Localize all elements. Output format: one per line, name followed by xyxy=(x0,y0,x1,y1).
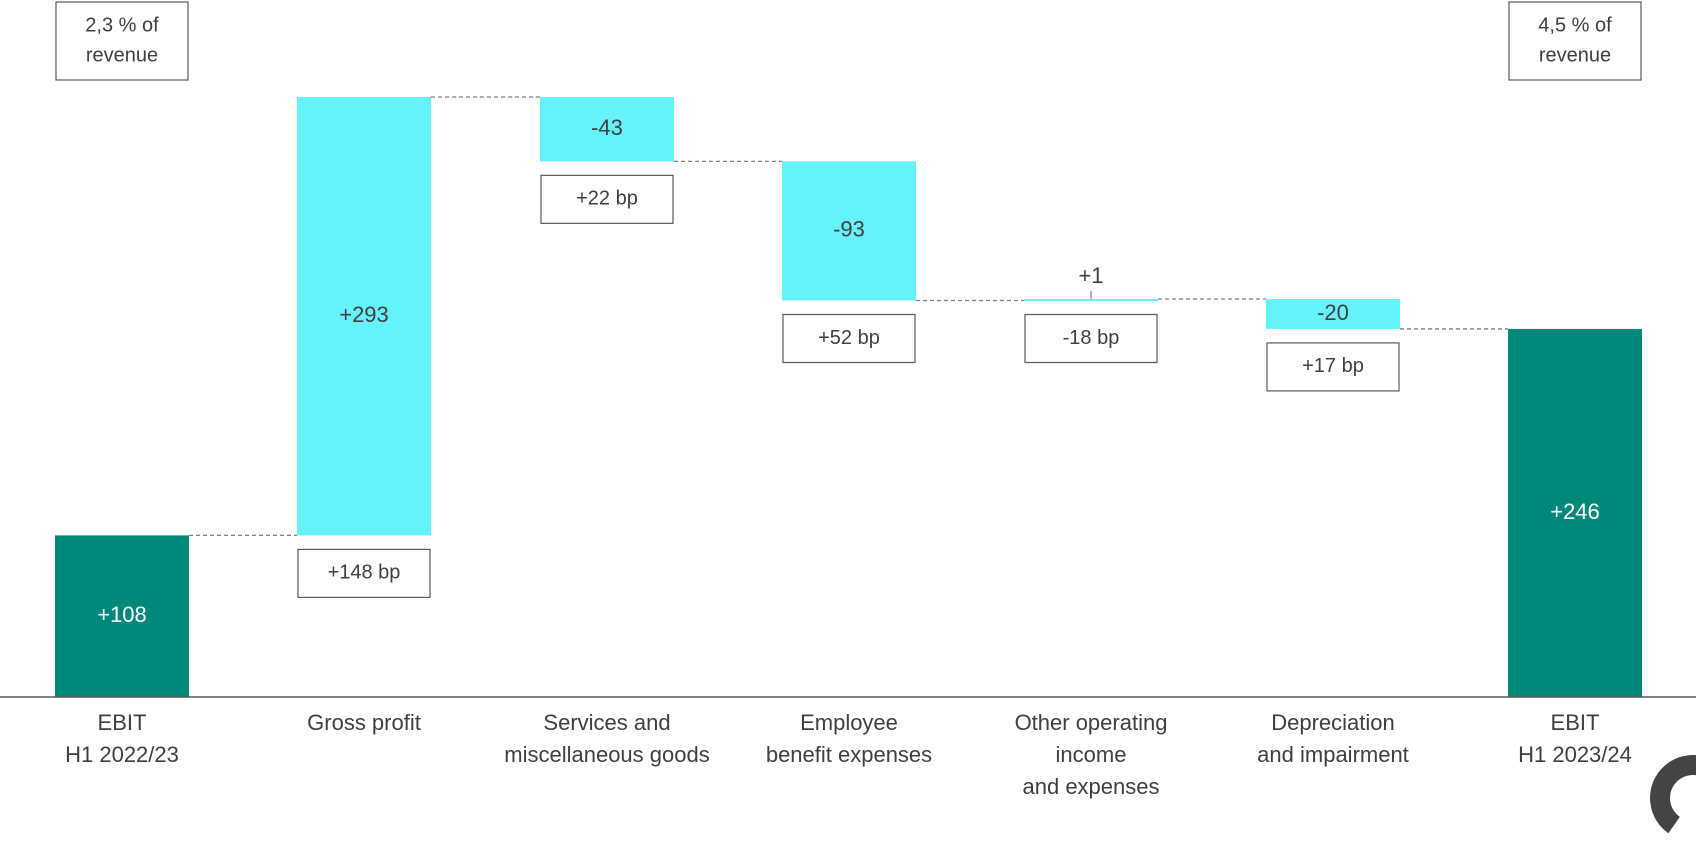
delta-bar xyxy=(297,97,431,536)
waterfall-chart: +108 +293 +148 bp -43 +22 bp -93 +52 bp +1 -18 b… xyxy=(0,1,1696,799)
category-label: Gross profit xyxy=(307,710,421,735)
total-bar xyxy=(1508,328,1642,697)
bp-label: +52 bp xyxy=(818,327,880,349)
category-label: and impairment xyxy=(1257,742,1409,767)
bp-box xyxy=(297,548,431,599)
bp-label: +148 bp xyxy=(328,562,401,584)
margin-box-end xyxy=(1508,1,1642,81)
bar-value-label: -93 xyxy=(833,217,865,242)
bar-value-label: +108 xyxy=(97,602,147,627)
bp-box xyxy=(1266,342,1400,392)
chart-svg: +108 +293 +148 bp -43 +22 bp -93 +52 bp +1 -18 b… xyxy=(0,1,1696,799)
delta-bar xyxy=(1024,298,1158,301)
category-label: benefit expenses xyxy=(766,742,932,767)
category-label: income xyxy=(1056,742,1127,767)
total-bar xyxy=(55,535,189,697)
category-label: EBIT xyxy=(1551,710,1600,735)
margin-box-text: 2,3 % of xyxy=(85,14,159,36)
margin-box-text: revenue xyxy=(86,44,158,66)
category-label: Depreciation xyxy=(1271,710,1395,735)
margin-box-text: revenue xyxy=(1539,44,1611,66)
bp-label: -18 bp xyxy=(1063,327,1120,349)
delta-bar xyxy=(782,161,916,301)
category-label: Other operating xyxy=(1015,710,1168,735)
bar-value-label: +1 xyxy=(1078,263,1103,288)
category-label: H1 2022/23 xyxy=(65,742,179,767)
bp-box xyxy=(782,313,916,364)
bar-value-label: -43 xyxy=(591,115,623,140)
bp-label: +22 bp xyxy=(576,188,638,210)
margin-box-start xyxy=(55,1,189,81)
category-label: H1 2023/24 xyxy=(1518,742,1632,767)
delta-bar xyxy=(540,97,674,162)
bp-label: +17 bp xyxy=(1302,355,1364,377)
margin-box-text: 4,5 % of xyxy=(1538,14,1612,36)
bar-value-label: +293 xyxy=(339,302,389,327)
category-label: Services and xyxy=(543,710,670,735)
category-label: and expenses xyxy=(1023,774,1160,799)
bar-value-label: -20 xyxy=(1317,300,1349,325)
category-label: EBIT xyxy=(98,710,147,735)
category-label: miscellaneous goods xyxy=(504,742,709,767)
category-label: Employee xyxy=(800,710,898,735)
delta-bar xyxy=(1266,298,1400,329)
bp-box xyxy=(1024,313,1158,364)
bar-value-label: +246 xyxy=(1550,499,1600,524)
bp-box xyxy=(540,174,674,224)
